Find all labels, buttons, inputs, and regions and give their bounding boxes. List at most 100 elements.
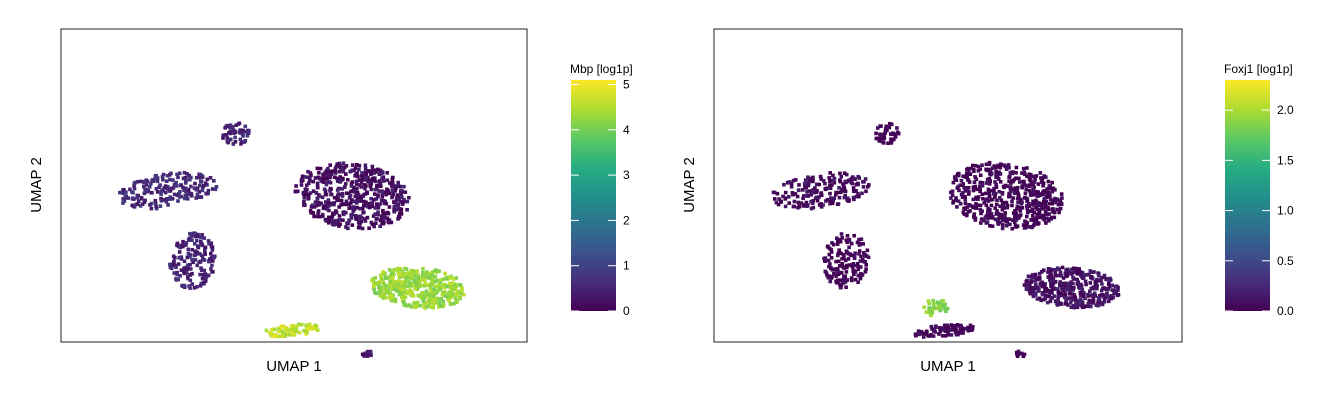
- data-point: [1046, 270, 1050, 275]
- data-point: [995, 165, 1000, 169]
- data-point: [1059, 291, 1063, 295]
- data-point: [458, 283, 462, 287]
- data-point: [1078, 300, 1083, 305]
- data-point: [210, 263, 214, 268]
- data-point: [942, 328, 947, 332]
- data-point: [787, 201, 791, 205]
- data-point: [183, 176, 188, 180]
- data-point: [936, 303, 941, 307]
- data-point: [348, 193, 353, 198]
- data-point: [430, 273, 434, 277]
- data-point: [187, 236, 192, 241]
- data-point: [337, 169, 342, 174]
- data-point: [243, 139, 248, 143]
- data-point: [181, 243, 186, 247]
- data-point: [370, 278, 374, 283]
- data-point: [984, 181, 989, 185]
- data-point: [237, 121, 242, 126]
- data-point: [1032, 180, 1037, 184]
- data-point: [221, 136, 225, 140]
- data-point: [954, 330, 958, 335]
- data-point: [862, 251, 866, 255]
- data-point: [189, 194, 194, 198]
- data-point: [207, 241, 211, 246]
- data-point: [979, 211, 983, 216]
- data-point: [836, 272, 841, 277]
- data-point: [385, 216, 390, 220]
- data-point: [418, 280, 422, 284]
- data-point: [1011, 211, 1016, 215]
- data-point: [294, 184, 298, 188]
- data-point: [355, 205, 360, 210]
- data-point: [1104, 277, 1109, 281]
- data-point: [1085, 304, 1090, 308]
- data-point: [191, 260, 195, 265]
- data-point: [1015, 207, 1019, 211]
- data-point: [317, 200, 321, 205]
- data-point: [188, 278, 193, 283]
- data-point: [962, 212, 967, 216]
- data-point: [376, 205, 381, 210]
- data-point: [190, 238, 194, 242]
- data-point: [969, 166, 973, 171]
- data-point: [204, 277, 208, 281]
- data-point: [302, 203, 307, 208]
- data-point: [979, 181, 983, 185]
- data-point: [1004, 223, 1009, 228]
- data-point: [1069, 272, 1074, 276]
- data-point: [186, 276, 190, 281]
- data-point: [408, 291, 413, 296]
- data-point: [1017, 216, 1021, 220]
- data-point: [365, 191, 369, 195]
- data-point: [329, 192, 333, 197]
- data-point: [829, 247, 833, 252]
- data-point: [1012, 220, 1017, 224]
- data-point: [311, 179, 316, 184]
- data-point: [307, 181, 311, 186]
- data-point: [1000, 192, 1005, 196]
- data-point: [836, 202, 841, 206]
- data-point: [1008, 170, 1013, 175]
- data-point: [409, 284, 414, 288]
- data-point: [213, 187, 218, 192]
- data-point: [1041, 200, 1046, 204]
- data-point: [391, 277, 395, 281]
- data-point: [360, 206, 365, 211]
- data-point: [382, 212, 386, 217]
- data-point: [840, 262, 845, 266]
- data-point: [929, 310, 934, 314]
- data-point: [394, 186, 398, 191]
- data-point: [190, 248, 195, 252]
- data-point: [1073, 297, 1078, 301]
- data-point: [970, 327, 975, 331]
- data-point: [340, 187, 344, 191]
- data-point: [155, 190, 160, 194]
- data-point: [941, 303, 946, 308]
- data-point: [1030, 274, 1034, 279]
- data-point: [182, 170, 187, 175]
- data-point: [781, 194, 785, 199]
- data-point: [334, 209, 338, 213]
- data-point: [387, 191, 391, 196]
- data-point: [202, 258, 207, 262]
- data-point: [299, 179, 304, 183]
- data-point: [843, 193, 847, 198]
- data-point: [976, 164, 980, 169]
- data-point: [276, 329, 281, 334]
- data-point: [1035, 207, 1040, 211]
- data-point: [212, 255, 216, 260]
- data-point: [402, 300, 406, 304]
- data-point: [811, 190, 815, 195]
- data-point: [973, 206, 977, 210]
- data-point: [415, 287, 419, 291]
- data-point: [370, 168, 375, 172]
- data-point: [968, 172, 973, 176]
- data-point: [1101, 293, 1105, 297]
- data-point: [1050, 210, 1055, 214]
- data-point: [322, 175, 326, 180]
- data-point: [945, 306, 950, 311]
- data-point: [832, 180, 837, 185]
- data-point: [1063, 271, 1068, 276]
- data-point: [1071, 303, 1076, 308]
- legend-title: Foxj1 [log1p]: [1224, 62, 1293, 76]
